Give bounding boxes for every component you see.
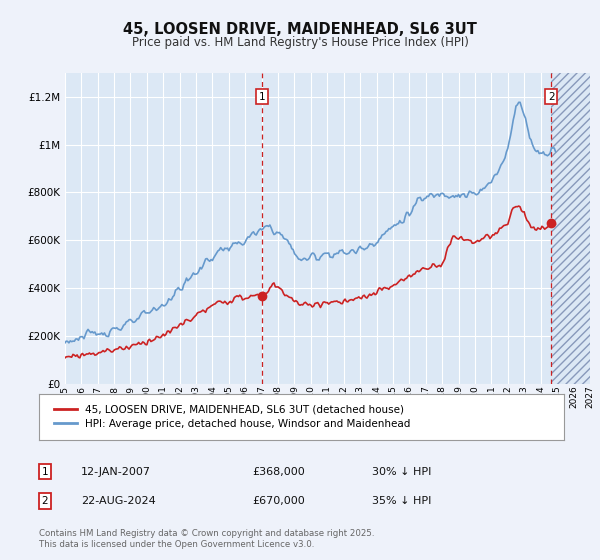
Text: Contains HM Land Registry data © Crown copyright and database right 2025.
This d: Contains HM Land Registry data © Crown c… [39,529,374,549]
Text: Price paid vs. HM Land Registry's House Price Index (HPI): Price paid vs. HM Land Registry's House … [131,36,469,49]
Text: 35% ↓ HPI: 35% ↓ HPI [372,496,431,506]
Text: 12-JAN-2007: 12-JAN-2007 [81,466,151,477]
Text: 1: 1 [41,466,49,477]
Text: 1: 1 [259,92,266,102]
Bar [551,73,590,384]
Legend: 45, LOOSEN DRIVE, MAIDENHEAD, SL6 3UT (detached house), HPI: Average price, deta: 45, LOOSEN DRIVE, MAIDENHEAD, SL6 3UT (d… [49,400,415,433]
Text: £368,000: £368,000 [252,466,305,477]
Text: 30% ↓ HPI: 30% ↓ HPI [372,466,431,477]
Text: 2: 2 [548,92,554,102]
Text: 2: 2 [41,496,49,506]
Text: £670,000: £670,000 [252,496,305,506]
Text: 45, LOOSEN DRIVE, MAIDENHEAD, SL6 3UT: 45, LOOSEN DRIVE, MAIDENHEAD, SL6 3UT [123,22,477,36]
Text: 22-AUG-2024: 22-AUG-2024 [81,496,156,506]
